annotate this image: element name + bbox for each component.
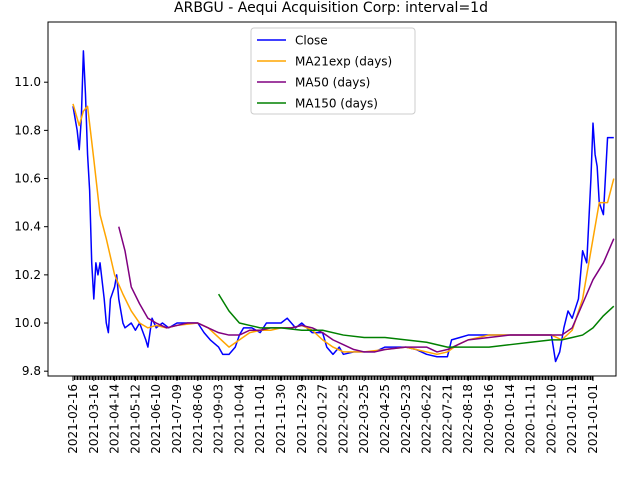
chart-title: ARBGU - Aequi Acquisition Corp: interval…: [174, 0, 488, 16]
y-tick-label: 10.8: [14, 123, 41, 137]
x-tick-label: 2022-05-23: [399, 384, 413, 454]
x-tick-label: 2021-05-12: [128, 384, 142, 454]
x-tick-label: 2021-04-14: [108, 384, 122, 454]
x-tick-label: 2021-01-11: [565, 384, 579, 454]
legend-box: [250, 27, 416, 115]
x-tick-label: 2021-10-04: [232, 384, 246, 454]
x-axis: 2021-02-16 2021-03-16 2021-04-14 2021-05-12…: [66, 376, 600, 454]
legend-label: MA50 (days): [295, 76, 370, 90]
x-tick-label: 2021-03-16: [87, 384, 101, 454]
x-tick-label: 2021-02-16: [66, 384, 80, 454]
series-line-ma21exp-days: [72, 103, 615, 356]
x-tick-label: 2022-03-25: [357, 384, 371, 454]
x-tick-label: 2020-12-10: [544, 384, 558, 454]
x-tick-label: 2021-07-09: [170, 384, 184, 454]
x-tick-label: 2022-04-25: [378, 384, 392, 454]
x-tick-label: 2022-02-25: [336, 384, 350, 454]
y-tick-label: 10.4: [14, 220, 41, 234]
series-line-ma50-days: [118, 226, 615, 353]
series-line-ma150-days: [217, 293, 615, 348]
x-tick-label: 2021-06-10: [149, 384, 163, 454]
y-axis: 9.8 10.0 10.2 10.4 10.6 10.8 11.0: [14, 75, 48, 378]
y-tick-label: 9.8: [22, 364, 41, 378]
y-tick-label: 10.2: [14, 268, 41, 282]
legend-label: MA150 (days): [295, 97, 378, 111]
x-tick-label: 2021-08-06: [191, 384, 205, 454]
y-tick-label: 11.0: [14, 75, 41, 89]
x-tick-label: 2022-01-27: [316, 384, 330, 454]
x-tick-label: 2022-07-21: [440, 384, 454, 454]
x-minor-ticks: [72, 376, 593, 380]
series-line-close: [72, 50, 614, 363]
y-tick-label: 10.0: [14, 316, 41, 330]
x-tick-label: 2021-01-01: [586, 384, 600, 454]
x-tick-label: 2021-11-30: [274, 384, 288, 454]
plot-area: [72, 50, 615, 363]
x-tick-label: 2020-09-16: [482, 384, 496, 454]
legend-label: MA21exp (days): [295, 55, 392, 69]
legend: Close MA21exp (days) MA50 (days) MA150 (day…: [250, 27, 416, 115]
x-tick-label: 2022-08-18: [461, 384, 475, 454]
y-tick-label: 10.6: [14, 172, 41, 186]
x-tick-label: 2021-11-01: [253, 384, 267, 454]
x-tick-label: 2022-06-22: [420, 384, 434, 454]
x-tick-label: 2020-10-14: [503, 384, 517, 454]
x-tick-label: 2021-12-29: [295, 384, 309, 454]
x-tick-label: 2020-11-11: [524, 384, 538, 454]
legend-label: Close: [295, 34, 328, 48]
x-tick-label: 2021-09-03: [212, 384, 226, 454]
